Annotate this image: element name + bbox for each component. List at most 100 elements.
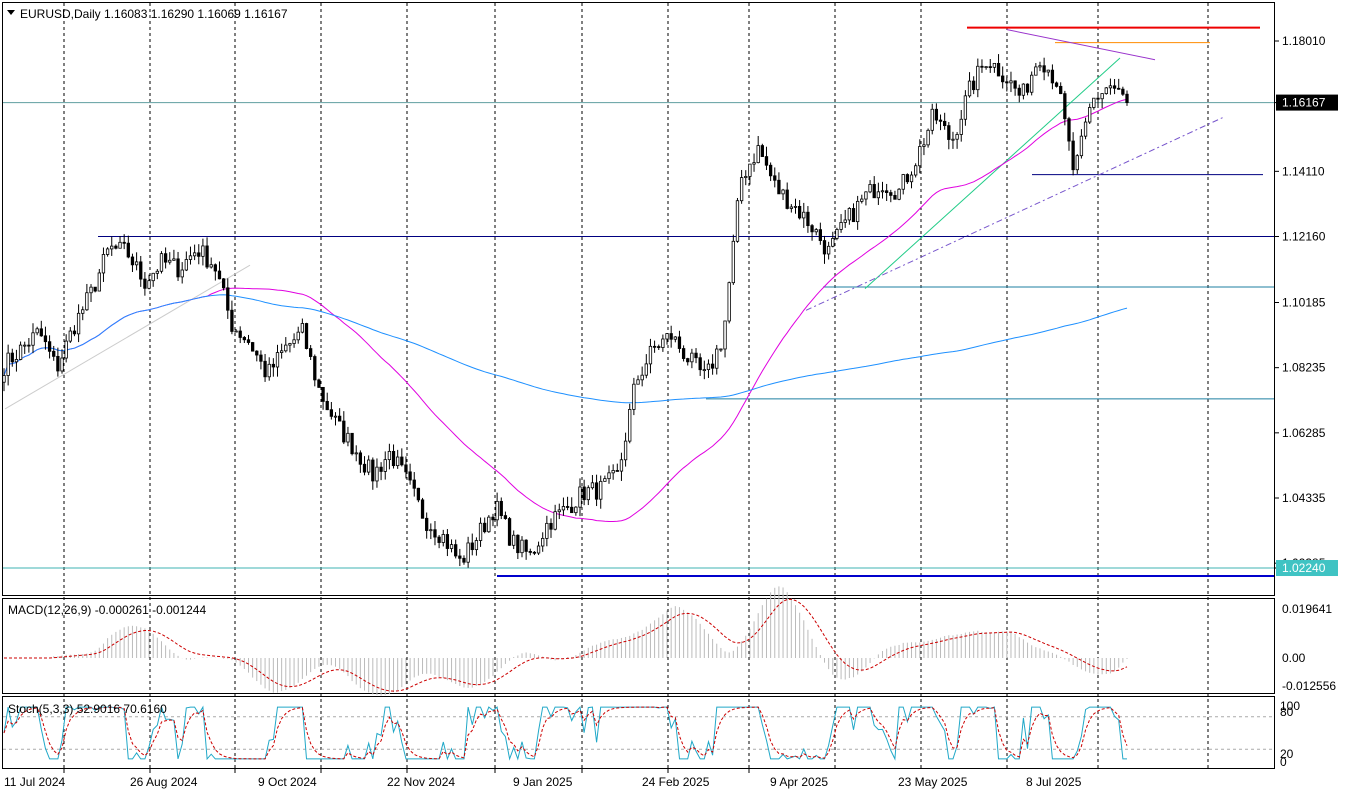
macd-tick-label: -0.012556 (1282, 679, 1336, 693)
candle-body (184, 259, 188, 271)
candle-body (926, 129, 930, 146)
candle-body (201, 245, 205, 257)
candle-body (528, 551, 532, 553)
candle-body (478, 522, 483, 541)
candle-body (81, 309, 85, 314)
candle-body (396, 456, 400, 467)
price-tick-label: 1.18010 (1282, 34, 1326, 48)
candle-body (151, 272, 155, 282)
candle-body (1088, 107, 1092, 123)
trendlines (4, 29, 1226, 410)
candle-body (632, 383, 636, 410)
candle-body (454, 544, 458, 557)
candle-body (371, 459, 375, 482)
candle-body (652, 345, 657, 348)
candle-body (458, 555, 462, 559)
candle-body (238, 330, 242, 338)
candle-body (93, 286, 97, 292)
candle-body (1042, 65, 1046, 73)
candle-body (1017, 87, 1021, 96)
candle-body (822, 240, 827, 255)
candle-body (673, 336, 677, 340)
candle-body (429, 529, 433, 532)
candle-body (1001, 75, 1005, 83)
candle-body (1117, 87, 1121, 90)
stoch-tick-label: 0 (1280, 755, 1287, 769)
candle-body (23, 344, 27, 347)
price-tick-label: 1.06285 (1282, 426, 1326, 440)
candle-body (221, 278, 226, 289)
candle-body (706, 363, 711, 371)
candle-body (52, 350, 56, 357)
price-tick-label: 1.12160 (1282, 229, 1326, 243)
candle-body (234, 330, 238, 333)
candle-body (872, 184, 876, 199)
candle-body (922, 144, 926, 147)
candle-body (466, 542, 470, 563)
candle-body (524, 539, 528, 552)
candle-body (375, 466, 379, 482)
candle-body (68, 330, 72, 342)
candle-body (781, 189, 785, 195)
candle-body (768, 164, 773, 177)
candle-body (250, 342, 255, 352)
candle-body (988, 66, 992, 69)
candle-body (785, 189, 789, 209)
collapse-triangle-icon[interactable] (7, 10, 15, 15)
candle-body (416, 487, 421, 501)
candle-body (205, 245, 209, 268)
candle-body (640, 374, 644, 381)
candle-body (951, 138, 955, 141)
candle-body (681, 348, 686, 359)
candle-body (2, 375, 6, 383)
candle-body (56, 355, 60, 372)
time-tick-label: 26 Aug 2024 (130, 775, 198, 789)
candle-body (698, 357, 702, 371)
price-tick-label: 1.10185 (1282, 296, 1326, 310)
candle-body (851, 208, 856, 223)
time-tick-label: 9 Apr 2025 (770, 775, 828, 789)
candle-body (47, 341, 52, 352)
candle-body (549, 522, 553, 530)
time-tick-label: 22 Nov 2024 (387, 775, 455, 789)
candle-body (905, 174, 910, 183)
candle-body (889, 192, 893, 196)
candle-body (715, 348, 719, 369)
candle-body (835, 229, 839, 239)
candle-body (806, 211, 810, 227)
candle-body (180, 269, 184, 278)
macd-title: MACD(12,26,9) -0.000261 -0.001244 (8, 603, 206, 617)
stoch-d-line (3, 706, 1128, 760)
candle-body (976, 65, 980, 91)
candle-body (532, 551, 537, 554)
candle-body (731, 240, 735, 284)
candle-body (27, 344, 31, 347)
horizontal-levels (3, 26, 1274, 578)
candle-body (470, 542, 474, 551)
candle-body (885, 190, 889, 193)
candle-body (1112, 85, 1117, 89)
candle-body (288, 343, 292, 346)
candle-body (313, 356, 317, 381)
candle-body (317, 379, 321, 388)
candle-body (507, 518, 512, 546)
candle-body (114, 245, 118, 249)
candle-body (329, 409, 334, 417)
time-tick-label: 9 Oct 2024 (258, 775, 317, 789)
candle-body (176, 258, 180, 278)
candle-body (839, 222, 843, 230)
candle-body (868, 184, 872, 193)
candle-body (122, 241, 126, 244)
candle-body (209, 264, 213, 268)
candle-body (996, 62, 1001, 77)
candle-body (367, 459, 371, 473)
candle-body (76, 312, 81, 335)
candle-body (284, 344, 288, 352)
time-tick-label: 24 Feb 2025 (642, 775, 710, 789)
candle-body (1009, 80, 1013, 84)
candle-body (139, 261, 143, 280)
candle-body (404, 464, 408, 473)
candle-body (354, 452, 358, 455)
candle-body (18, 344, 23, 360)
